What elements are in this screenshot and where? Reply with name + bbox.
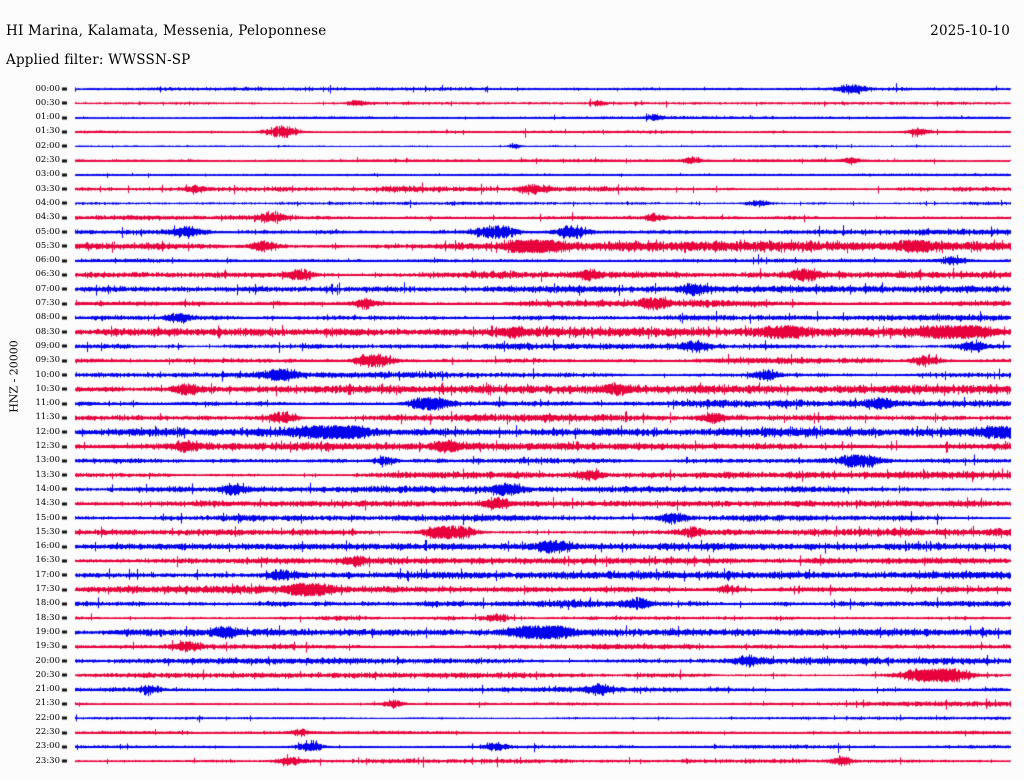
time-tick-label: 11:30 bbox=[35, 412, 61, 423]
time-tick-label: 16:30 bbox=[35, 555, 61, 566]
time-tick-label: 00:00 bbox=[35, 83, 61, 94]
time-tick-label: 02:30 bbox=[35, 155, 61, 165]
time-tick-label: 15:30 bbox=[35, 526, 61, 537]
time-tick-label: 02:00 bbox=[35, 140, 61, 151]
time-tick-label: 18:30 bbox=[35, 612, 61, 623]
time-tick-label: 19:30 bbox=[35, 641, 61, 652]
time-tick-label: 10:30 bbox=[35, 383, 61, 394]
time-tick-label: 12:00 bbox=[35, 426, 61, 437]
time-tick-label: 09:00 bbox=[35, 340, 61, 351]
time-tick-label: 20:00 bbox=[35, 655, 61, 666]
time-tick-label: 01:30 bbox=[35, 126, 61, 137]
time-tick-label: 05:00 bbox=[35, 226, 61, 237]
time-tick-label: 04:30 bbox=[35, 212, 61, 223]
time-tick-label: 16:00 bbox=[35, 541, 61, 552]
time-tick-label: 18:00 bbox=[35, 598, 61, 609]
time-tick-label: 17:30 bbox=[35, 584, 61, 594]
time-axis-labels: 00:00 00:30 01:00 01:30 02:00 02:30 03:00 03:30… bbox=[12, 0, 61, 780]
time-tick-label: 19:00 bbox=[35, 626, 61, 637]
time-tick-label: 21:30 bbox=[35, 698, 61, 709]
time-tick-label: 03:30 bbox=[35, 183, 61, 194]
time-tick-label: 14:00 bbox=[35, 483, 61, 494]
time-tick-label: 20:30 bbox=[35, 669, 61, 680]
time-tick-label: 06:30 bbox=[35, 269, 61, 280]
time-tick-label: 17:00 bbox=[35, 569, 61, 580]
time-tick-label: 05:30 bbox=[35, 240, 61, 251]
time-tick-label: 03:00 bbox=[35, 169, 61, 180]
time-tick-label: 14:30 bbox=[35, 498, 61, 509]
time-tick-label: 00:30 bbox=[35, 97, 61, 108]
time-tick-label: 10:00 bbox=[35, 369, 61, 380]
time-tick-label: 01:00 bbox=[35, 112, 61, 123]
time-tick-label: 08:00 bbox=[35, 312, 61, 323]
time-tick-label: 06:00 bbox=[35, 255, 61, 266]
time-tick-label: 09:30 bbox=[35, 355, 61, 366]
time-tick-label: 13:00 bbox=[35, 455, 61, 466]
time-tick-label: 22:30 bbox=[35, 727, 61, 737]
time-tick-label: 04:00 bbox=[35, 197, 61, 208]
time-tick-label: 12:30 bbox=[35, 441, 61, 451]
time-tick-label: 13:30 bbox=[35, 469, 61, 480]
time-tick-label: 23:30 bbox=[35, 755, 61, 766]
time-tick-label: 15:00 bbox=[35, 512, 61, 523]
time-tick-label: 22:00 bbox=[35, 712, 61, 723]
time-tick-label: 21:00 bbox=[35, 684, 61, 695]
time-tick-label: 07:00 bbox=[35, 283, 61, 294]
time-tick-label: 11:00 bbox=[35, 398, 61, 409]
time-tick-label: 07:30 bbox=[35, 298, 61, 308]
time-tick-label: 23:00 bbox=[35, 741, 61, 752]
time-tick-label: 08:30 bbox=[35, 326, 61, 337]
